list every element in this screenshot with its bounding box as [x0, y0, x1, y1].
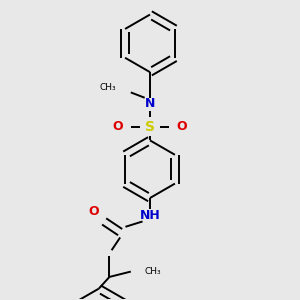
Text: NH: NH — [140, 208, 160, 222]
Text: O: O — [113, 120, 123, 133]
Text: N: N — [145, 97, 155, 110]
Text: CH₃: CH₃ — [145, 267, 161, 276]
Text: O: O — [88, 206, 99, 218]
Text: O: O — [177, 120, 187, 133]
Text: CH₃: CH₃ — [99, 82, 116, 91]
Text: S: S — [145, 119, 155, 134]
